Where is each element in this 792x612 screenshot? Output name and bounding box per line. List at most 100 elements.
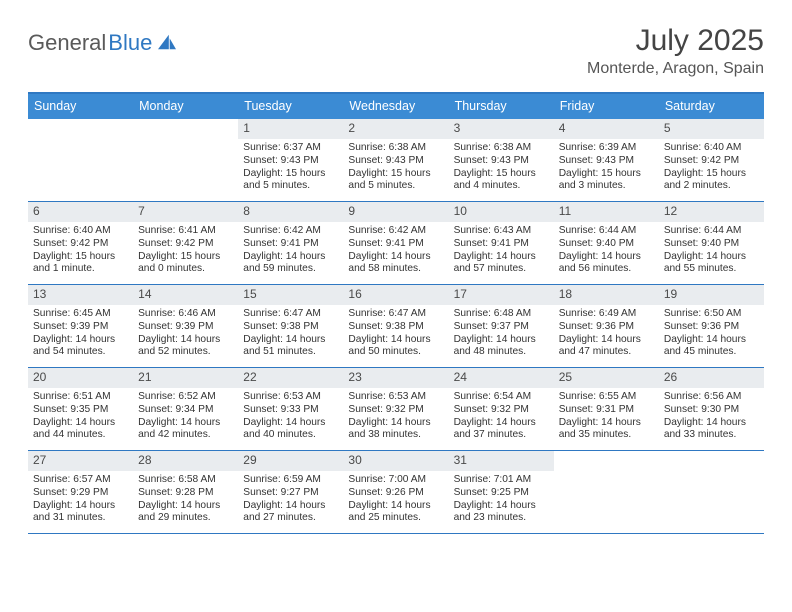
day-cell (133, 119, 238, 201)
daylight-line: Daylight: 14 hours and 37 minutes. (454, 417, 550, 443)
day-body: Sunrise: 6:57 AMSunset: 9:29 PMDaylight:… (28, 471, 133, 529)
sunset-line: Sunset: 9:39 PM (138, 321, 234, 334)
sunrise-line: Sunrise: 6:37 AM (243, 142, 339, 155)
sunset-line: Sunset: 9:39 PM (33, 321, 129, 334)
sunset-line: Sunset: 9:33 PM (243, 404, 339, 417)
daylight-line: Daylight: 14 hours and 44 minutes. (33, 417, 129, 443)
week-row: 20Sunrise: 6:51 AMSunset: 9:35 PMDayligh… (28, 368, 764, 451)
brand-logo: GeneralBlue (28, 24, 178, 56)
sunrise-line: Sunrise: 6:47 AM (243, 308, 339, 321)
day-header: Monday (133, 94, 238, 119)
day-body: Sunrise: 6:40 AMSunset: 9:42 PMDaylight:… (28, 222, 133, 280)
day-number: 30 (343, 451, 448, 471)
sunset-line: Sunset: 9:31 PM (559, 404, 655, 417)
sunrise-line: Sunrise: 6:44 AM (559, 225, 655, 238)
day-body: Sunrise: 6:53 AMSunset: 9:32 PMDaylight:… (343, 388, 448, 446)
day-number: 11 (554, 202, 659, 222)
day-number: 3 (449, 119, 554, 139)
day-number: 12 (659, 202, 764, 222)
sunrise-line: Sunrise: 6:52 AM (138, 391, 234, 404)
day-header: Friday (554, 94, 659, 119)
sunrise-line: Sunrise: 6:38 AM (454, 142, 550, 155)
day-number: 4 (554, 119, 659, 139)
day-number: 22 (238, 368, 343, 388)
day-number: 16 (343, 285, 448, 305)
sunrise-line: Sunrise: 6:57 AM (33, 474, 129, 487)
daylight-line: Daylight: 14 hours and 33 minutes. (664, 417, 760, 443)
day-number: 17 (449, 285, 554, 305)
week-row: 6Sunrise: 6:40 AMSunset: 9:42 PMDaylight… (28, 202, 764, 285)
day-body: Sunrise: 6:56 AMSunset: 9:30 PMDaylight:… (659, 388, 764, 446)
day-number: 14 (133, 285, 238, 305)
day-cell: 17Sunrise: 6:48 AMSunset: 9:37 PMDayligh… (449, 285, 554, 367)
day-number: 5 (659, 119, 764, 139)
day-body: Sunrise: 6:53 AMSunset: 9:33 PMDaylight:… (238, 388, 343, 446)
day-cell: 2Sunrise: 6:38 AMSunset: 9:43 PMDaylight… (343, 119, 448, 201)
daylight-line: Daylight: 14 hours and 57 minutes. (454, 251, 550, 277)
day-body: Sunrise: 6:52 AMSunset: 9:34 PMDaylight:… (133, 388, 238, 446)
sunrise-line: Sunrise: 6:39 AM (559, 142, 655, 155)
sunrise-line: Sunrise: 6:54 AM (454, 391, 550, 404)
daylight-line: Daylight: 14 hours and 56 minutes. (559, 251, 655, 277)
day-body: Sunrise: 6:48 AMSunset: 9:37 PMDaylight:… (449, 305, 554, 363)
sunrise-line: Sunrise: 6:46 AM (138, 308, 234, 321)
day-number: 31 (449, 451, 554, 471)
sunset-line: Sunset: 9:41 PM (243, 238, 339, 251)
day-body: Sunrise: 6:55 AMSunset: 9:31 PMDaylight:… (554, 388, 659, 446)
sunset-line: Sunset: 9:30 PM (664, 404, 760, 417)
day-body: Sunrise: 6:47 AMSunset: 9:38 PMDaylight:… (238, 305, 343, 363)
day-cell: 21Sunrise: 6:52 AMSunset: 9:34 PMDayligh… (133, 368, 238, 450)
sunrise-line: Sunrise: 6:42 AM (243, 225, 339, 238)
day-body: Sunrise: 6:42 AMSunset: 9:41 PMDaylight:… (238, 222, 343, 280)
day-body: Sunrise: 6:38 AMSunset: 9:43 PMDaylight:… (449, 139, 554, 197)
daylight-line: Daylight: 14 hours and 23 minutes. (454, 500, 550, 526)
day-cell: 4Sunrise: 6:39 AMSunset: 9:43 PMDaylight… (554, 119, 659, 201)
day-number: 7 (133, 202, 238, 222)
day-body: Sunrise: 6:44 AMSunset: 9:40 PMDaylight:… (554, 222, 659, 280)
day-body: Sunrise: 6:54 AMSunset: 9:32 PMDaylight:… (449, 388, 554, 446)
brand-word-2: Blue (108, 30, 152, 56)
sunset-line: Sunset: 9:37 PM (454, 321, 550, 334)
day-cell: 5Sunrise: 6:40 AMSunset: 9:42 PMDaylight… (659, 119, 764, 201)
day-body: Sunrise: 6:58 AMSunset: 9:28 PMDaylight:… (133, 471, 238, 529)
day-number: 25 (554, 368, 659, 388)
location-subtitle: Monterde, Aragon, Spain (587, 60, 764, 78)
daylight-line: Daylight: 14 hours and 54 minutes. (33, 334, 129, 360)
sunset-line: Sunset: 9:38 PM (243, 321, 339, 334)
day-number: 10 (449, 202, 554, 222)
daylight-line: Daylight: 14 hours and 45 minutes. (664, 334, 760, 360)
title-block: July 2025 Monterde, Aragon, Spain (587, 24, 764, 78)
day-cell: 12Sunrise: 6:44 AMSunset: 9:40 PMDayligh… (659, 202, 764, 284)
day-body: Sunrise: 7:01 AMSunset: 9:25 PMDaylight:… (449, 471, 554, 529)
sunrise-line: Sunrise: 6:56 AM (664, 391, 760, 404)
day-cell: 1Sunrise: 6:37 AMSunset: 9:43 PMDaylight… (238, 119, 343, 201)
day-cell: 25Sunrise: 6:55 AMSunset: 9:31 PMDayligh… (554, 368, 659, 450)
day-body: Sunrise: 6:42 AMSunset: 9:41 PMDaylight:… (343, 222, 448, 280)
day-number: 2 (343, 119, 448, 139)
day-number: 24 (449, 368, 554, 388)
day-number: 8 (238, 202, 343, 222)
sunset-line: Sunset: 9:43 PM (243, 155, 339, 168)
sunset-line: Sunset: 9:32 PM (454, 404, 550, 417)
sunrise-line: Sunrise: 6:59 AM (243, 474, 339, 487)
daylight-line: Daylight: 15 hours and 5 minutes. (243, 168, 339, 194)
daylight-line: Daylight: 14 hours and 38 minutes. (348, 417, 444, 443)
day-cell: 8Sunrise: 6:42 AMSunset: 9:41 PMDaylight… (238, 202, 343, 284)
day-cell: 9Sunrise: 6:42 AMSunset: 9:41 PMDaylight… (343, 202, 448, 284)
sunrise-line: Sunrise: 7:00 AM (348, 474, 444, 487)
day-cell: 27Sunrise: 6:57 AMSunset: 9:29 PMDayligh… (28, 451, 133, 533)
page-title: July 2025 (587, 24, 764, 58)
day-cell: 29Sunrise: 6:59 AMSunset: 9:27 PMDayligh… (238, 451, 343, 533)
sunrise-line: Sunrise: 6:55 AM (559, 391, 655, 404)
daylight-line: Daylight: 15 hours and 3 minutes. (559, 168, 655, 194)
day-cell: 3Sunrise: 6:38 AMSunset: 9:43 PMDaylight… (449, 119, 554, 201)
day-number: 23 (343, 368, 448, 388)
sunrise-line: Sunrise: 6:58 AM (138, 474, 234, 487)
daylight-line: Daylight: 14 hours and 27 minutes. (243, 500, 339, 526)
day-cell: 10Sunrise: 6:43 AMSunset: 9:41 PMDayligh… (449, 202, 554, 284)
sunrise-line: Sunrise: 6:41 AM (138, 225, 234, 238)
sunrise-line: Sunrise: 6:40 AM (664, 142, 760, 155)
daylight-line: Daylight: 15 hours and 2 minutes. (664, 168, 760, 194)
sunset-line: Sunset: 9:40 PM (559, 238, 655, 251)
day-body: Sunrise: 6:39 AMSunset: 9:43 PMDaylight:… (554, 139, 659, 197)
